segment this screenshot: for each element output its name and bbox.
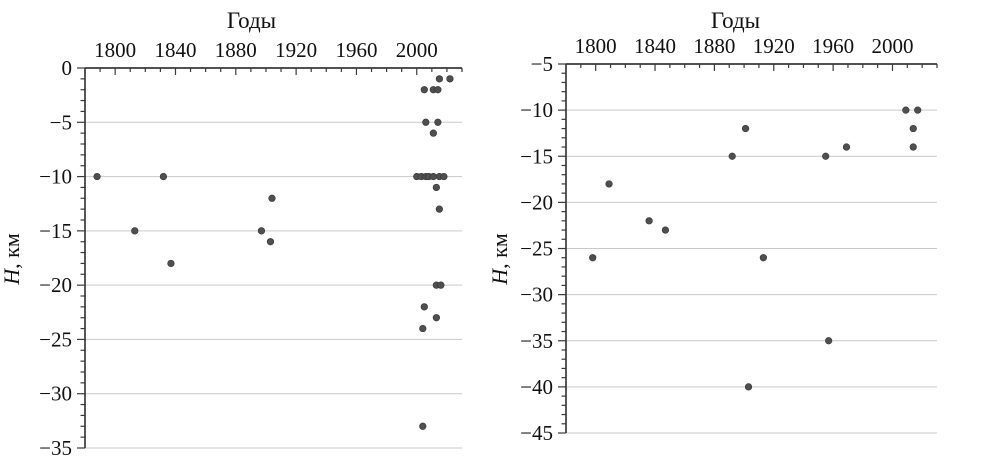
- x-tick-label: 1840: [634, 34, 676, 58]
- data-point: [759, 254, 767, 262]
- data-point: [741, 124, 750, 133]
- y-tick-label: −25: [39, 327, 72, 351]
- data-point: [131, 227, 139, 235]
- left-scatter-chart: 1800 1840 1880 1920 1960 2000 0 −5 −10 −15 −20 −25 −…: [0, 8, 463, 460]
- data-point: [842, 143, 851, 151]
- y-axis-label: H, км: [0, 233, 24, 286]
- x-tick-label: 1960: [335, 38, 377, 62]
- data-point: [440, 172, 448, 181]
- x-tick-label: 1960: [812, 34, 854, 58]
- data-point: [822, 152, 830, 160]
- right-scatter-chart: 1800 1840 1880 1920 1960 2000 −5 −10 −15 −20 −25 −3…: [490, 8, 938, 445]
- data-point: [432, 183, 440, 192]
- x-tick-label: 1880: [215, 38, 257, 62]
- y-tick-label: −35: [39, 436, 72, 460]
- x-axis-title: Годы: [711, 8, 760, 33]
- data-point: [167, 259, 175, 268]
- y-tick-label: −10: [520, 98, 553, 122]
- data-point: [422, 118, 430, 126]
- data-point: [744, 383, 753, 391]
- data-point: [257, 227, 266, 235]
- data-point: [435, 205, 443, 213]
- data-point: [432, 314, 440, 322]
- data-point: [728, 152, 736, 160]
- x-axis-title: Годы: [227, 8, 276, 33]
- data-point: [446, 75, 454, 83]
- data-point: [266, 238, 275, 246]
- data-point: [825, 337, 833, 345]
- y-tick-label: −45: [520, 421, 553, 445]
- x-tick-label: 1840: [154, 38, 196, 62]
- y-tick-label: −10: [39, 165, 72, 189]
- data-point: [902, 106, 910, 114]
- y-tick-label: −40: [520, 375, 553, 399]
- data-point: [909, 143, 917, 151]
- y-tick-label: 0: [62, 56, 73, 80]
- y-tick-label: −15: [39, 219, 72, 243]
- x-tick-label: 1800: [575, 34, 617, 58]
- data-point: [268, 194, 276, 202]
- data-point: [93, 172, 101, 181]
- data-point: [909, 124, 917, 133]
- data-point: [437, 281, 445, 289]
- y-tick-label: −15: [520, 144, 553, 168]
- data-point: [661, 226, 670, 234]
- y-tick-label: −35: [520, 329, 553, 353]
- x-tick-label: 1800: [94, 38, 136, 62]
- data-point: [419, 324, 427, 333]
- y-tick-label: −30: [39, 382, 72, 406]
- data-point: [429, 129, 437, 137]
- data-point: [420, 86, 428, 94]
- data-point: [645, 217, 653, 225]
- y-tick-label: −5: [50, 110, 72, 134]
- data-point: [605, 180, 613, 188]
- x-tick-label: 2000: [396, 38, 438, 62]
- data-point: [434, 86, 442, 94]
- data-point: [435, 75, 443, 83]
- data-point: [589, 254, 597, 262]
- y-tick-label: −20: [39, 273, 72, 297]
- data-point: [434, 118, 442, 126]
- y-tick-label: −5: [531, 52, 553, 76]
- data-point: [429, 172, 437, 181]
- data-point: [419, 422, 427, 430]
- x-tick-label: 1880: [693, 34, 735, 58]
- y-tick-label: −25: [520, 237, 553, 261]
- y-axis-label: H, км: [490, 233, 512, 286]
- x-tick-label: 1920: [275, 38, 317, 62]
- data-point: [159, 172, 168, 181]
- y-tick-label: −30: [520, 283, 553, 307]
- x-tick-label: 1920: [753, 34, 795, 58]
- y-tick-label: −20: [520, 190, 553, 214]
- x-tick-label: 2000: [871, 34, 913, 58]
- data-point: [914, 106, 922, 114]
- data-point: [420, 303, 428, 311]
